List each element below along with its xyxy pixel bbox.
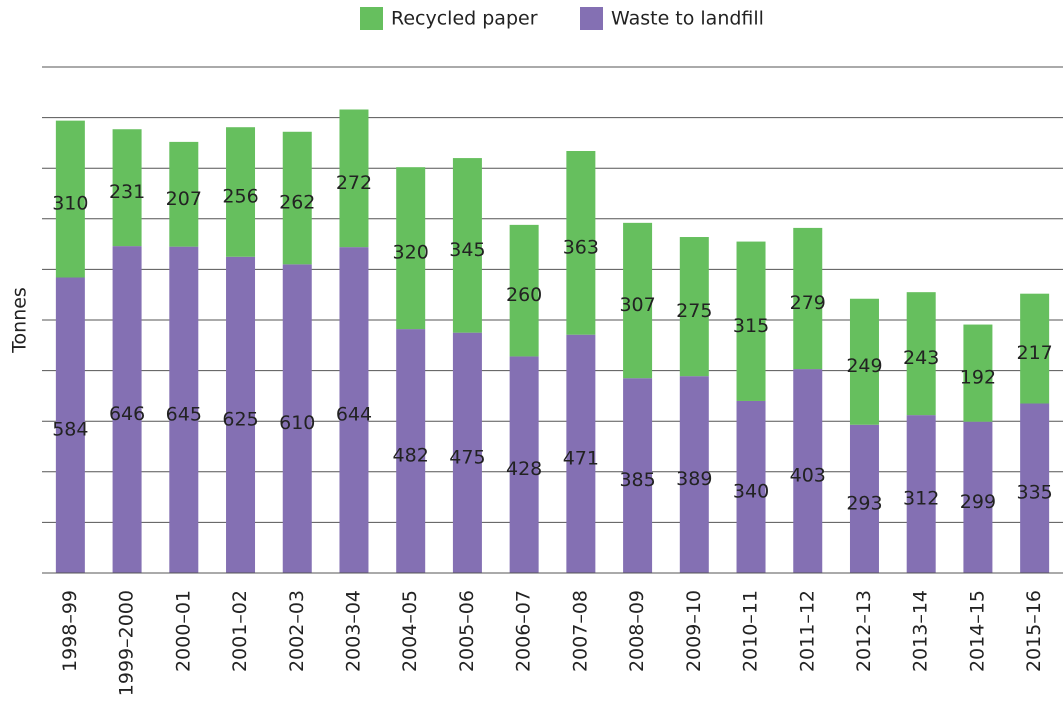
bar-segment [226,256,256,573]
legend-label: Recycled paper [391,8,538,30]
bar-segment [396,167,426,330]
bar-segment [452,158,482,333]
data-label: 625 [222,408,258,430]
data-label: 340 [733,480,769,502]
bar-segment [282,131,312,265]
data-label: 335 [1017,482,1053,504]
x-tick-label: 1998–99 [59,590,81,672]
legend-swatch [580,7,603,30]
x-tick-label: 2007–08 [569,590,591,672]
data-label: 279 [790,292,826,314]
data-label: 192 [960,367,996,389]
bar-segment [849,424,879,573]
bar-segment [736,400,766,573]
x-tick-label: 2014–15 [966,590,988,672]
data-label: 610 [279,412,315,434]
x-tick-label: 2008–09 [626,590,648,672]
data-label: 403 [790,465,826,487]
data-label: 482 [393,445,429,467]
data-label: 307 [619,294,655,316]
x-tick-label: 2004–05 [399,590,421,672]
bar-segment [169,246,199,573]
x-tick-label: 2001–02 [229,590,251,672]
bar-segment [566,150,596,335]
bar-segment [566,334,596,573]
bar-segment [736,241,766,401]
data-label: 645 [166,403,202,425]
data-label: 262 [279,192,315,214]
bar-segment [906,415,936,573]
data-label: 385 [619,469,655,491]
data-label: 363 [563,236,599,258]
x-tick-label: 2002–03 [286,590,308,672]
x-tick-label: 2013–14 [910,590,932,672]
data-label: 299 [960,491,996,513]
bar-segment [509,356,539,573]
data-label: 260 [506,284,542,306]
data-label: 231 [109,181,145,203]
x-tick-label: 2005–06 [456,590,478,672]
data-label: 428 [506,458,542,480]
bar-segment [623,222,653,379]
bar-segment [339,247,369,574]
bar-segment [793,227,823,370]
x-tick-label: 2006–07 [513,590,535,672]
bar-segment [509,224,539,357]
x-tick-label: 2000–01 [172,590,194,672]
bar-segment [226,127,256,257]
legend-label: Waste to landfill [611,8,764,30]
bar-segment [112,246,142,573]
bar-segment [1020,403,1050,573]
x-tick-label: 1999–2000 [116,590,138,696]
x-tick-label: 2011–12 [796,590,818,672]
bar-segment [339,109,369,248]
data-label: 275 [676,300,712,322]
x-tick-label: 2010–11 [740,590,762,672]
y-axis-label: Tonnes [9,287,31,354]
data-label: 646 [109,403,145,425]
data-label: 256 [222,185,258,207]
data-label: 584 [52,419,88,441]
bar-segment [793,369,823,573]
bar-segment [452,332,482,573]
bar-segment [169,141,199,247]
data-label: 243 [903,347,939,369]
bar-segment [623,378,653,573]
bar-segment [963,421,993,573]
data-label: 320 [393,242,429,264]
bar-segment [1020,293,1050,404]
bar-segment [55,120,85,278]
bar-segment [112,129,142,247]
bar-segment [906,292,936,416]
bar-segment [849,298,879,425]
data-label: 249 [846,355,882,377]
data-label: 207 [166,188,202,210]
data-label: 217 [1017,342,1053,364]
x-tick-label: 2003–04 [342,590,364,672]
data-label: 389 [676,468,712,490]
data-label: 475 [449,446,485,468]
data-label: 644 [336,404,372,426]
bar-segment [963,324,993,422]
x-tick-label: 2012–13 [853,590,875,672]
data-label: 345 [449,239,485,261]
data-label: 272 [336,172,372,194]
data-label: 293 [846,492,882,514]
bar-segment [679,237,709,377]
bar-segment [396,329,426,573]
x-tick-label: 2009–10 [683,590,705,672]
data-label: 471 [563,447,599,469]
x-tick-label: 2015–16 [1023,590,1045,672]
bar-segment [55,277,85,573]
data-label: 310 [52,193,88,215]
data-label: 312 [903,488,939,510]
data-label: 315 [733,315,769,337]
bar-segment [282,264,312,573]
legend-swatch [360,7,383,30]
bar-segment [679,376,709,573]
